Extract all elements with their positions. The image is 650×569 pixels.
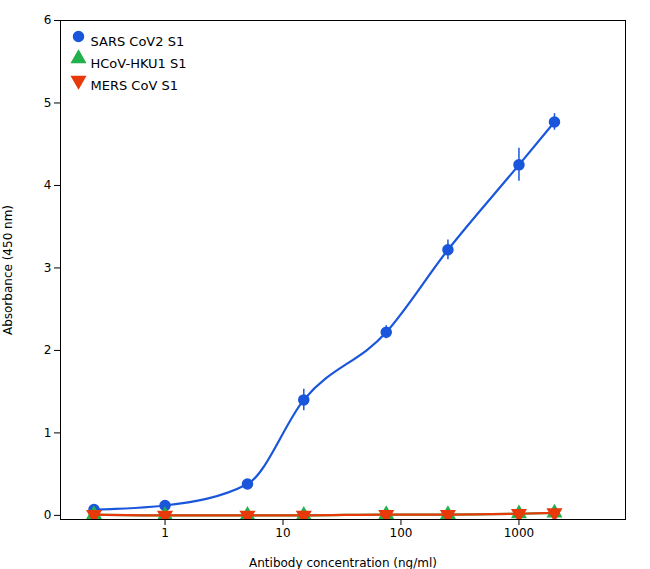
svg-text:10: 10 [275,526,290,540]
svg-text:MERS CoV S1: MERS CoV S1 [91,78,178,93]
svg-text:5: 5 [44,96,52,110]
svg-text:100: 100 [390,526,413,540]
svg-text:1000: 1000 [504,526,535,540]
svg-text:1: 1 [161,526,169,540]
svg-text:SARS CoV2 S1: SARS CoV2 S1 [91,34,185,49]
svg-text:Antibody concentration (ng/ml): Antibody concentration (ng/ml) [249,556,437,569]
svg-text:0: 0 [44,508,52,522]
svg-text:6: 6 [44,13,52,27]
svg-text:2: 2 [44,343,52,357]
svg-text:3: 3 [44,261,52,275]
svg-text:Absorbance (450 nm): Absorbance (450 nm) [1,205,15,335]
svg-text:4: 4 [44,178,52,192]
svg-text:1: 1 [44,426,52,440]
svg-text:HCoV-HKU1 S1: HCoV-HKU1 S1 [91,56,187,71]
